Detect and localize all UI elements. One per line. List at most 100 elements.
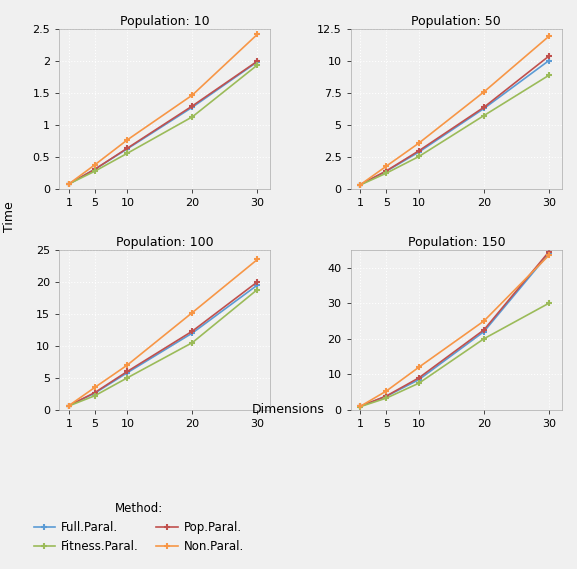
Pop.Paral. [481, 104, 488, 110]
Fitness.Paral. [189, 113, 196, 120]
Text: Time: Time [3, 201, 16, 232]
Full.Paral. [481, 105, 488, 112]
Line: Fitness.Paral.: Fitness.Paral. [65, 61, 261, 187]
Pop.Paral. [357, 181, 364, 188]
Non.Paral. [254, 31, 261, 38]
Fitness.Paral. [124, 374, 131, 381]
Text: Dimensions: Dimensions [252, 402, 325, 415]
Non.Paral. [415, 364, 422, 370]
Title: Population: 100: Population: 100 [116, 236, 213, 249]
Fitness.Paral. [254, 286, 261, 293]
Fitness.Paral. [91, 392, 98, 399]
Line: Fitness.Paral.: Fitness.Paral. [65, 286, 261, 410]
Full.Paral. [481, 328, 488, 335]
Full.Paral. [65, 402, 72, 409]
Pop.Paral. [254, 57, 261, 64]
Fitness.Paral. [65, 402, 72, 409]
Line: Fitness.Paral.: Fitness.Paral. [357, 300, 552, 410]
Pop.Paral. [415, 374, 422, 381]
Fitness.Paral. [481, 335, 488, 342]
Full.Paral. [189, 329, 196, 336]
Non.Paral. [124, 361, 131, 368]
Full.Paral. [383, 168, 390, 175]
Pop.Paral. [415, 147, 422, 154]
Non.Paral. [91, 384, 98, 391]
Pop.Paral. [65, 180, 72, 187]
Line: Pop.Paral.: Pop.Paral. [357, 248, 552, 410]
Fitness.Paral. [545, 72, 552, 79]
Full.Paral. [254, 282, 261, 288]
Pop.Paral. [383, 393, 390, 399]
Non.Paral. [415, 139, 422, 146]
Line: Full.Paral.: Full.Paral. [65, 58, 261, 187]
Full.Paral. [91, 390, 98, 397]
Fitness.Paral. [254, 61, 261, 68]
Full.Paral. [254, 59, 261, 65]
Line: Pop.Paral.: Pop.Paral. [65, 57, 261, 187]
Line: Full.Paral.: Full.Paral. [65, 282, 261, 409]
Pop.Paral. [189, 102, 196, 109]
Full.Paral. [357, 181, 364, 188]
Pop.Paral. [357, 403, 364, 410]
Non.Paral. [65, 180, 72, 187]
Line: Non.Paral.: Non.Paral. [357, 33, 552, 188]
Line: Pop.Paral.: Pop.Paral. [65, 278, 261, 409]
Fitness.Paral. [383, 395, 390, 402]
Fitness.Paral. [357, 403, 364, 410]
Non.Paral. [481, 88, 488, 95]
Pop.Paral. [545, 52, 552, 59]
Full.Paral. [415, 149, 422, 155]
Fitness.Paral. [189, 339, 196, 346]
Fitness.Paral. [357, 182, 364, 188]
Full.Paral. [383, 393, 390, 399]
Non.Paral. [545, 251, 552, 258]
Legend: Full.Paral., Fitness.Paral., Pop.Paral., Non.Paral.: Full.Paral., Fitness.Paral., Pop.Paral.,… [29, 497, 249, 558]
Non.Paral. [545, 33, 552, 40]
Pop.Paral. [91, 389, 98, 396]
Full.Paral. [91, 166, 98, 172]
Non.Paral. [124, 137, 131, 143]
Pop.Paral. [189, 328, 196, 335]
Full.Paral. [189, 104, 196, 110]
Line: Non.Paral.: Non.Paral. [65, 31, 261, 187]
Non.Paral. [357, 181, 364, 188]
Non.Paral. [65, 402, 72, 409]
Fitness.Paral. [415, 153, 422, 160]
Fitness.Paral. [91, 168, 98, 175]
Title: Population: 10: Population: 10 [120, 15, 209, 28]
Non.Paral. [189, 309, 196, 316]
Fitness.Paral. [415, 380, 422, 386]
Non.Paral. [357, 403, 364, 410]
Fitness.Paral. [545, 300, 552, 307]
Full.Paral. [415, 376, 422, 383]
Fitness.Paral. [124, 150, 131, 156]
Full.Paral. [124, 145, 131, 152]
Line: Fitness.Paral.: Fitness.Paral. [357, 72, 552, 188]
Line: Non.Paral.: Non.Paral. [357, 251, 552, 410]
Non.Paral. [481, 318, 488, 324]
Non.Paral. [254, 256, 261, 263]
Pop.Paral. [65, 402, 72, 409]
Line: Full.Paral.: Full.Paral. [357, 57, 552, 188]
Full.Paral. [545, 57, 552, 64]
Full.Paral. [357, 403, 364, 410]
Full.Paral. [65, 180, 72, 187]
Fitness.Paral. [65, 180, 72, 187]
Fitness.Paral. [481, 112, 488, 119]
Line: Pop.Paral.: Pop.Paral. [357, 52, 552, 188]
Full.Paral. [124, 369, 131, 376]
Pop.Paral. [91, 166, 98, 172]
Line: Non.Paral.: Non.Paral. [65, 256, 261, 409]
Fitness.Paral. [383, 170, 390, 176]
Pop.Paral. [545, 248, 552, 255]
Non.Paral. [189, 92, 196, 98]
Pop.Paral. [124, 145, 131, 151]
Title: Population: 150: Population: 150 [407, 236, 505, 249]
Title: Population: 50: Population: 50 [411, 15, 501, 28]
Pop.Paral. [383, 167, 390, 174]
Pop.Paral. [481, 327, 488, 333]
Non.Paral. [383, 163, 390, 170]
Pop.Paral. [124, 368, 131, 375]
Non.Paral. [91, 162, 98, 168]
Full.Paral. [545, 250, 552, 257]
